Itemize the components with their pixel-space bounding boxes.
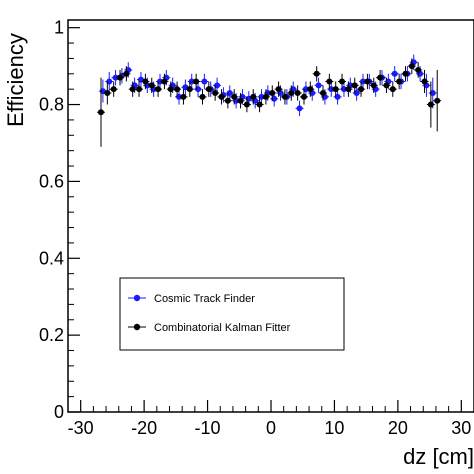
data-series xyxy=(96,54,442,147)
data-point xyxy=(212,90,219,97)
legend-marker-ckf xyxy=(133,323,141,331)
data-point xyxy=(174,86,181,93)
data-point xyxy=(269,90,276,97)
data-point xyxy=(201,78,208,85)
data-point xyxy=(110,86,117,93)
data-point xyxy=(358,86,365,93)
x-tick-label: -30 xyxy=(68,418,94,438)
data-point xyxy=(117,74,124,81)
y-tick-label: 1 xyxy=(54,18,64,38)
x-tick-label: 10 xyxy=(324,418,344,438)
data-point xyxy=(243,101,250,108)
data-point xyxy=(224,97,231,104)
data-point xyxy=(186,86,193,93)
data-point xyxy=(199,93,206,100)
data-point xyxy=(294,90,301,97)
data-point xyxy=(180,93,187,100)
data-point xyxy=(332,86,339,93)
data-point xyxy=(256,101,263,108)
y-tick-label: 0.2 xyxy=(39,325,64,345)
data-point xyxy=(351,82,358,89)
data-point xyxy=(161,78,168,85)
series-1 xyxy=(96,58,442,147)
data-point xyxy=(326,78,333,85)
data-point xyxy=(288,90,295,97)
data-point xyxy=(391,70,398,77)
legend-marker-cosmic xyxy=(133,294,141,302)
data-point xyxy=(377,74,384,81)
data-point xyxy=(307,86,314,93)
data-point xyxy=(218,93,225,100)
data-point xyxy=(205,86,212,93)
plot-frame xyxy=(67,19,474,413)
legend-label-ckf: Combinatorial Kalman Fitter xyxy=(154,322,291,334)
data-point xyxy=(315,82,322,89)
data-point xyxy=(313,70,320,77)
data-point xyxy=(155,86,162,93)
data-point xyxy=(345,86,352,93)
data-point xyxy=(281,93,288,100)
legend-box xyxy=(119,277,345,351)
data-point xyxy=(370,82,377,89)
y-axis-title: Efficiency xyxy=(3,33,28,127)
y-tick-label: 0.6 xyxy=(39,171,64,191)
data-point xyxy=(148,82,155,89)
x-tick-label: -10 xyxy=(195,418,221,438)
x-tick-label: 30 xyxy=(451,418,471,438)
y-axis-ticks: 0 0.2 0.4 0.6 0.8 1 xyxy=(39,18,80,422)
data-point xyxy=(296,105,303,112)
data-point xyxy=(262,93,269,100)
y-tick-label: 0.4 xyxy=(39,248,64,268)
data-point xyxy=(421,78,428,85)
data-point xyxy=(104,90,111,97)
data-point xyxy=(97,109,104,116)
data-point xyxy=(237,97,244,104)
data-point xyxy=(193,78,200,85)
data-point xyxy=(250,93,257,100)
x-axis-ticks: -30 -20 -10 0 10 20 30 xyxy=(68,400,471,438)
data-point xyxy=(364,78,371,85)
x-tick-label: 20 xyxy=(388,418,408,438)
data-point xyxy=(129,86,136,93)
data-point xyxy=(427,101,434,108)
x-axis-title: dz [cm] xyxy=(403,444,474,469)
data-point xyxy=(231,93,238,100)
data-point xyxy=(112,74,119,81)
legend-label-cosmic: Cosmic Track Finder xyxy=(154,293,255,305)
x-tick-label: 0 xyxy=(266,418,276,438)
data-point xyxy=(415,66,422,73)
data-point xyxy=(123,70,130,77)
data-point xyxy=(434,97,441,104)
data-point xyxy=(389,86,396,93)
data-point xyxy=(408,63,415,70)
y-tick-label: 0.8 xyxy=(39,95,64,115)
data-point xyxy=(320,90,327,97)
x-tick-label: -20 xyxy=(131,418,157,438)
data-point xyxy=(383,82,390,89)
legend: Cosmic Track Finder Combinatorial Kalman… xyxy=(119,277,345,351)
data-point xyxy=(402,70,409,77)
data-point xyxy=(136,86,143,93)
data-point xyxy=(275,86,282,93)
data-point xyxy=(339,78,346,85)
data-point xyxy=(142,78,149,85)
data-point xyxy=(396,78,403,85)
data-point xyxy=(167,86,174,93)
y-tick-label: 0 xyxy=(54,402,64,422)
data-point xyxy=(300,93,307,100)
